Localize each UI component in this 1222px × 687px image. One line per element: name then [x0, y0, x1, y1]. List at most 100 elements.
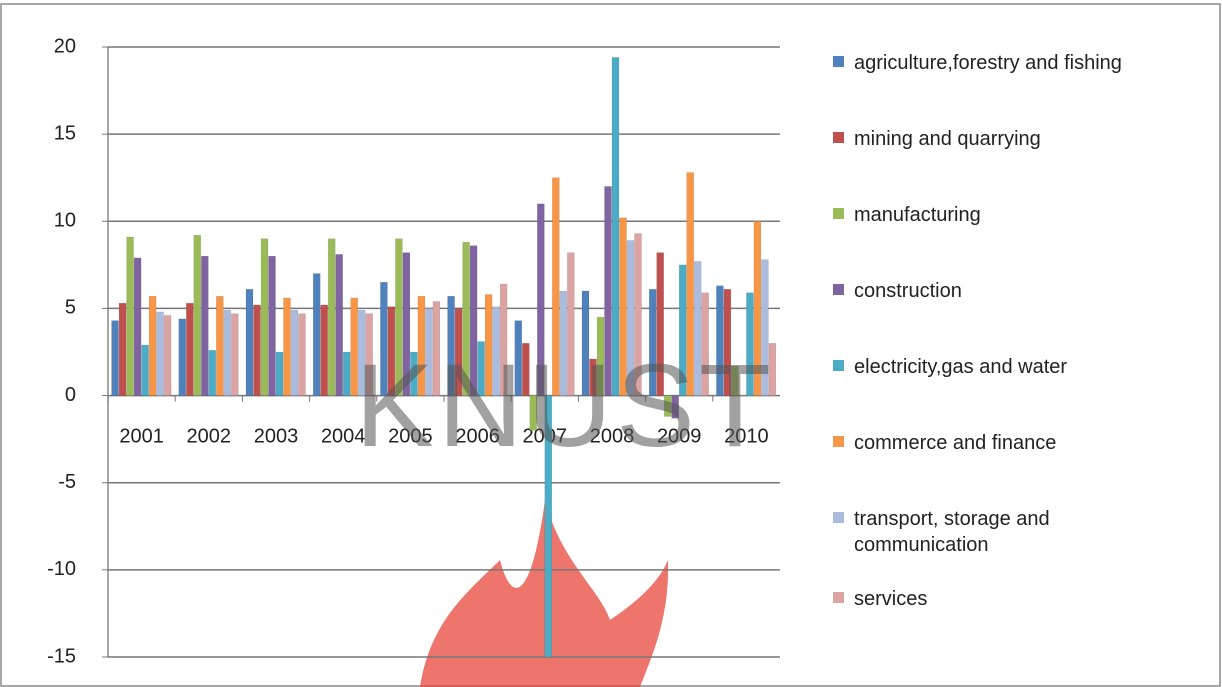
legend-item: services: [833, 586, 1194, 612]
y-tick-label: 10: [54, 210, 76, 232]
bar: [544, 395, 553, 658]
plot-area: -15 -10 -5 0 5 10 15 20 2001 2002 2003 2004 2005 2006…: [47, 35, 780, 667]
bar: [581, 290, 590, 396]
bar: [245, 289, 254, 396]
bar: [686, 172, 694, 396]
bar: [223, 309, 232, 396]
bar: [619, 217, 627, 396]
bar: [492, 306, 500, 396]
bar: [312, 273, 321, 396]
x-tick-label: 2010: [724, 425, 769, 447]
bar: [387, 306, 396, 396]
watermark-flame: [420, 500, 669, 687]
bar: [626, 240, 635, 396]
legend-swatch: [833, 132, 844, 143]
bar: [552, 177, 560, 396]
bar: [648, 289, 657, 396]
bar: [701, 292, 709, 396]
x-tick-label: 2003: [254, 425, 299, 447]
legend-item: transport, storage and communication: [833, 506, 1104, 558]
legend-label: manufacturing: [854, 204, 981, 226]
x-tick-label: 2001: [119, 425, 164, 447]
x-tick-label: 2004: [321, 425, 366, 447]
bar: [768, 343, 777, 396]
bar: [663, 395, 672, 417]
bar: [529, 395, 538, 431]
legend-item: construction: [833, 278, 1194, 304]
bar: [253, 304, 261, 396]
bar: [365, 313, 373, 396]
bar: [395, 238, 403, 396]
bar: [634, 233, 642, 396]
y-tick-label: 5: [65, 297, 76, 319]
x-tick-label: 2009: [657, 425, 702, 447]
bar: [417, 295, 426, 396]
x-tick-label: 2008: [590, 425, 635, 447]
bar: [499, 283, 508, 396]
y-tick-label: 20: [54, 35, 76, 57]
bar: [260, 238, 269, 396]
bar: [746, 292, 754, 396]
bar: [462, 241, 470, 396]
legend-label: electricity,gas and water: [854, 356, 1068, 378]
bar: [454, 308, 463, 396]
bar: [716, 285, 724, 396]
bar: [731, 365, 739, 396]
bar: [193, 234, 202, 396]
bar: [723, 289, 732, 396]
bar: [275, 351, 284, 396]
bar: [268, 255, 276, 396]
bar: [283, 297, 291, 396]
y-tick-label: 15: [54, 122, 76, 144]
bar: [432, 301, 441, 396]
bar: [604, 186, 612, 396]
legend-swatch: [833, 360, 844, 371]
legend-swatch: [833, 512, 844, 523]
bar: [484, 294, 493, 396]
bar: [178, 318, 187, 396]
bar: [589, 358, 597, 396]
bar: [469, 245, 478, 396]
bar: [693, 261, 702, 396]
legend-item: commerce and finance: [833, 430, 1194, 456]
bar: [477, 341, 485, 396]
legend-swatch: [833, 56, 844, 67]
bar: [126, 236, 134, 396]
legend-swatch: [833, 284, 844, 295]
bar: [761, 259, 769, 396]
bar: [410, 351, 418, 396]
bar: [753, 221, 762, 396]
bar: [335, 254, 343, 396]
bar: [201, 255, 209, 396]
legend-swatch: [833, 208, 844, 219]
y-tick-label: -10: [47, 558, 76, 580]
bar: [671, 395, 679, 419]
bar: [111, 320, 119, 396]
bar: [425, 308, 433, 396]
bar: [141, 344, 149, 396]
bar: [327, 238, 336, 396]
bar: [611, 57, 620, 396]
legend-label: services: [854, 588, 928, 610]
legend-label: construction: [854, 280, 962, 302]
bar: [596, 316, 605, 396]
watermark: KNUST: [355, 340, 775, 472]
legend-swatch: [833, 592, 844, 603]
bar: [522, 343, 530, 396]
bar: [298, 313, 306, 396]
bar: [537, 203, 545, 396]
bar: [380, 282, 388, 396]
bar: [156, 311, 164, 396]
bar: [559, 290, 568, 396]
bar: [656, 252, 664, 396]
bar: [231, 313, 239, 396]
y-tick-label: -15: [47, 645, 76, 667]
bar: [678, 264, 687, 396]
x-tick-label: 2005: [388, 425, 433, 447]
legend-swatch: [833, 436, 844, 447]
legend-label: transport, storage and communication: [854, 508, 1050, 556]
bar: [290, 309, 299, 396]
bar: [567, 252, 575, 396]
legend-label: commerce and finance: [854, 432, 1057, 454]
